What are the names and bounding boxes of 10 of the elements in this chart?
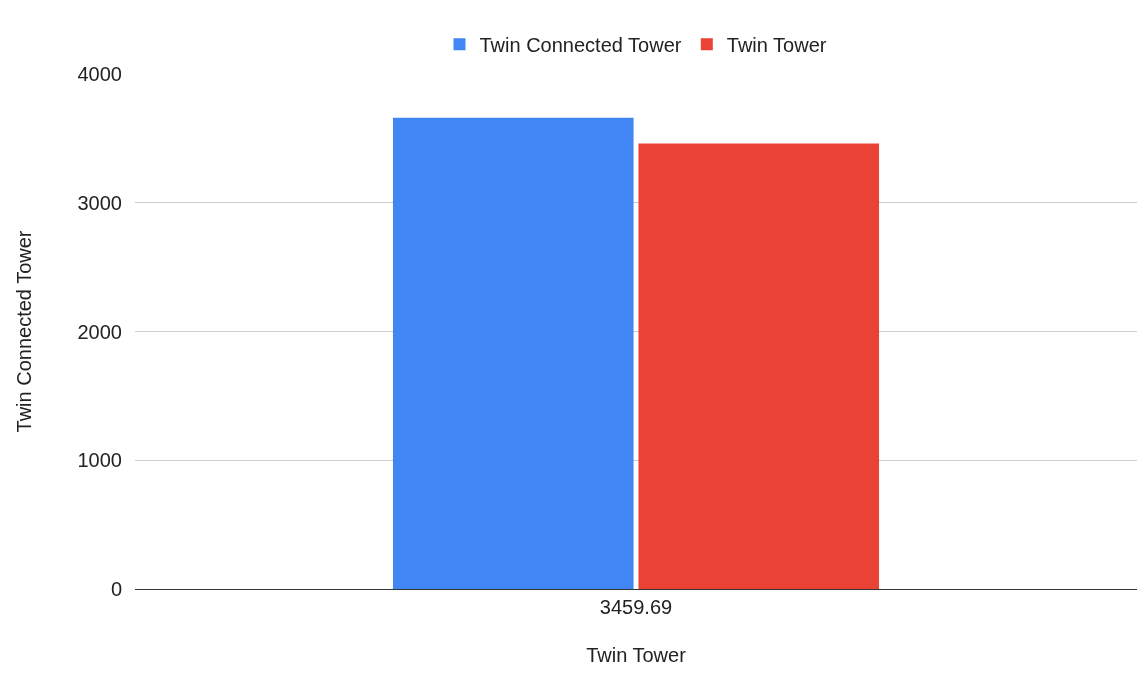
y-tick-label: 1000: [77, 449, 122, 472]
y-tick-label: 4000: [77, 63, 122, 85]
y-tick-label: 3000: [77, 191, 122, 214]
x-tick-label: 3459.69: [599, 596, 673, 618]
x-axis-title: Twin Tower: [586, 643, 687, 666]
legend-label: Twin Connected Tower: [479, 34, 682, 56]
y-axis-title: Twin Connected Tower: [13, 230, 35, 433]
legend-label: Twin Tower: [726, 34, 827, 56]
y-tick-label: 0: [110, 578, 122, 600]
y-tick-label: 2000: [77, 320, 122, 343]
